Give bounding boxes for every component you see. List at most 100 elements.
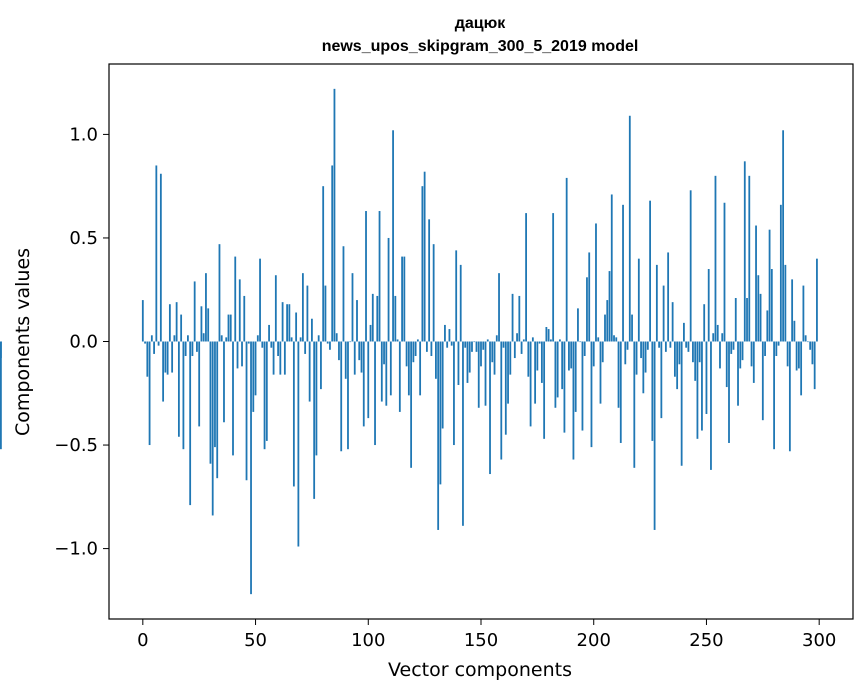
bar-285 [784, 264, 787, 342]
bar-112 [394, 295, 397, 342]
bar-171 [527, 341, 530, 377]
y-axis-label: Components values [12, 248, 34, 436]
bar-149 [477, 341, 480, 408]
y-tick-label: −1.0 [54, 539, 98, 560]
bar-190 [570, 341, 573, 369]
bar-30 [209, 341, 212, 464]
bar-251 [707, 269, 710, 342]
bar-165 [513, 341, 516, 359]
bar-44 [241, 341, 243, 367]
bar-238 [678, 341, 681, 365]
bar-141 [459, 264, 462, 342]
bar-215 [626, 341, 629, 350]
bar-184 [556, 341, 559, 398]
bar-143 [464, 341, 467, 348]
bar-15 [175, 302, 178, 342]
bar-230 [660, 341, 663, 419]
bar-257 [721, 333, 724, 342]
bar-undefined [0, 341, 2, 450]
bar-111 [392, 130, 394, 342]
bar-173 [531, 337, 534, 342]
x-tick-label: 0 [137, 630, 148, 651]
bar-92 [349, 341, 352, 343]
bar-101 [369, 324, 372, 342]
bar-247 [698, 341, 701, 363]
bar-249 [703, 304, 706, 342]
bar-63 [283, 341, 286, 375]
bar-242 [687, 341, 690, 352]
bar-288 [791, 279, 794, 342]
bar-65 [288, 304, 291, 342]
bar-283 [779, 204, 782, 342]
bar-183 [554, 341, 557, 408]
bar-208 [610, 194, 613, 342]
bar-66 [290, 337, 293, 342]
bar-292 [800, 341, 803, 396]
bar-130 [435, 341, 437, 379]
bar-172 [529, 341, 532, 427]
bar-153 [486, 339, 489, 342]
bar-114 [398, 341, 401, 412]
bar-5 [153, 341, 155, 354]
bar-117 [405, 341, 408, 367]
bar-23 [193, 281, 196, 342]
bar-231 [662, 285, 665, 342]
bar-228 [655, 264, 658, 342]
y-tick-label: 0.5 [69, 228, 98, 249]
bar-275 [761, 341, 764, 421]
bar-237 [676, 341, 679, 390]
bar-158 [498, 273, 500, 342]
bar-282 [777, 341, 780, 346]
bar-197 [586, 277, 588, 342]
bar-210 [615, 337, 618, 342]
bar-88 [340, 341, 343, 452]
bar-2 [146, 341, 149, 377]
bar-8 [159, 173, 162, 342]
bar-39 [229, 314, 232, 342]
bar-122 [416, 339, 419, 342]
bar-181 [549, 339, 552, 342]
bar-133 [441, 341, 444, 429]
bar-297 [811, 341, 814, 365]
bar-87 [338, 341, 340, 361]
bar-232 [664, 341, 667, 352]
bar-40 [232, 341, 234, 456]
bar-180 [547, 329, 550, 342]
bar-undefined [0, 341, 2, 359]
bar-274 [759, 293, 762, 342]
bar-19 [184, 341, 187, 356]
bar-233 [667, 252, 670, 342]
bar-170 [525, 213, 527, 342]
bar-191 [572, 341, 575, 460]
bar-239 [680, 341, 683, 466]
bar-10 [164, 341, 167, 373]
bar-156 [493, 341, 496, 375]
bar-89 [342, 246, 345, 342]
bar-98 [362, 341, 365, 427]
bar-244 [692, 341, 694, 363]
bar-14 [173, 335, 176, 342]
bar-82 [326, 341, 329, 344]
bar-21 [189, 341, 192, 506]
bar-99 [365, 211, 367, 342]
bar-3 [148, 341, 151, 446]
bar-159 [500, 341, 503, 460]
bar-57 [270, 341, 273, 348]
bar-279 [770, 269, 773, 342]
bar-45 [243, 295, 246, 342]
bar-167 [518, 295, 521, 342]
bar-6 [155, 165, 158, 342]
bar-192 [574, 341, 577, 412]
bar-84 [331, 165, 334, 342]
x-axis-label: Vector components [388, 659, 572, 681]
bar-41 [234, 256, 237, 342]
bar-217 [631, 314, 633, 342]
bar-24 [196, 341, 198, 352]
bar-37 [225, 337, 228, 342]
bar-193 [577, 308, 579, 342]
bar-284 [782, 130, 785, 342]
bar-204 [601, 341, 604, 363]
bar-132 [439, 341, 442, 485]
bar-56 [268, 324, 270, 342]
bar-77 [315, 341, 318, 456]
